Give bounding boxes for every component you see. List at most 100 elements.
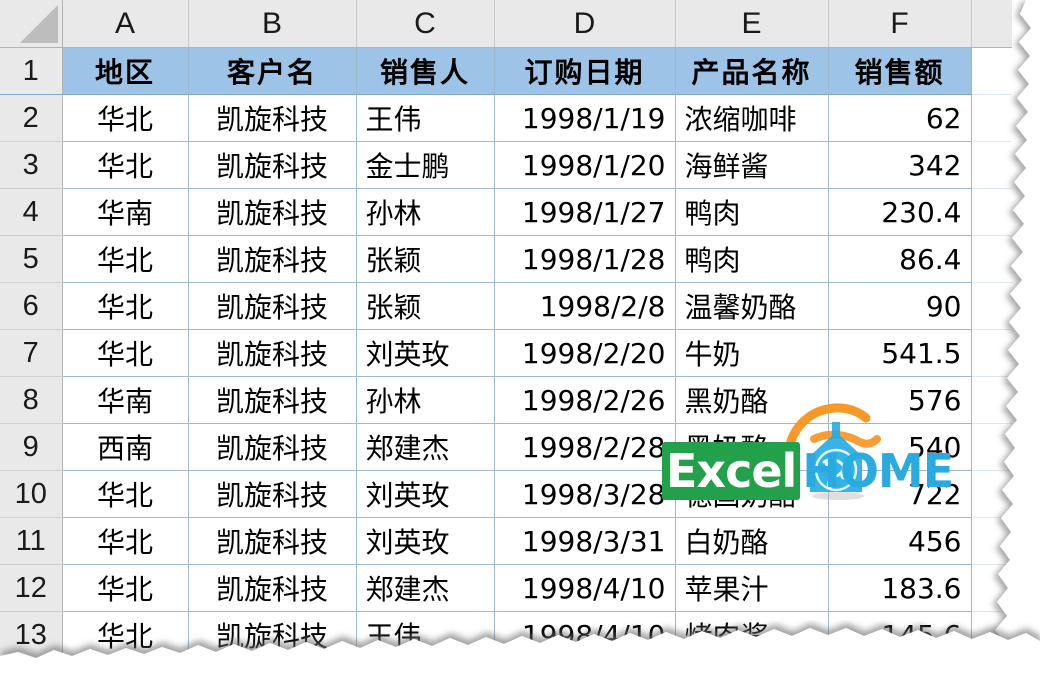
cell-order-date[interactable]: 1998/2/20 bbox=[494, 329, 676, 377]
table-header-row[interactable]: 1 地区 客户名 销售人 订购日期 产品名称 销售额 bbox=[0, 47, 1012, 95]
row-header-1[interactable]: 1 bbox=[0, 47, 63, 95]
cell-region[interactable]: 华北 bbox=[62, 141, 189, 189]
cell-sales[interactable]: 90 bbox=[828, 282, 972, 330]
cell-order-date[interactable]: 1998/1/28 bbox=[494, 235, 676, 283]
cell-salesperson[interactable]: 孙林 bbox=[356, 188, 495, 236]
cell-g-partial[interactable] bbox=[971, 94, 1012, 142]
cell-salesperson[interactable]: 郑建杰 bbox=[356, 423, 495, 471]
cell-region[interactable]: 西南 bbox=[62, 423, 189, 471]
cell-region[interactable]: 华北 bbox=[62, 235, 189, 283]
cell-order-date[interactable]: 1998/3/31 bbox=[494, 517, 676, 565]
cell-salesperson[interactable]: 张颖 bbox=[356, 282, 495, 330]
cell-customer[interactable]: 凯旋科技 bbox=[188, 564, 357, 612]
row-header-2[interactable]: 2 bbox=[0, 94, 63, 142]
cell-sales[interactable]: 722 bbox=[828, 470, 972, 518]
cell-sales[interactable]: 145.6 bbox=[828, 611, 972, 659]
cell-sales[interactable]: 86.4 bbox=[828, 235, 972, 283]
cell-g-partial[interactable] bbox=[971, 282, 1012, 330]
cell-order-date[interactable]: 1998/2/26 bbox=[494, 376, 676, 424]
cell-region[interactable]: 华北 bbox=[62, 611, 189, 659]
table-row[interactable]: 10 华北 凯旋科技 刘英玫 1998/3/28 德国奶酪 722 bbox=[0, 470, 1012, 518]
row-header-8[interactable]: 8 bbox=[0, 376, 63, 424]
cell-product[interactable]: 黑奶酪 bbox=[675, 376, 829, 424]
cell-salesperson[interactable]: 孙林 bbox=[356, 376, 495, 424]
row-header-7[interactable]: 7 bbox=[0, 329, 63, 377]
cell-g-partial[interactable] bbox=[971, 564, 1012, 612]
cell-product[interactable]: 鸭肉 bbox=[675, 235, 829, 283]
cell-product[interactable]: 黑奶酪 bbox=[675, 423, 829, 471]
row-header-4[interactable]: 4 bbox=[0, 188, 63, 236]
cell-sales[interactable]: 540 bbox=[828, 423, 972, 471]
cell-order-date[interactable]: 1998/3/28 bbox=[494, 470, 676, 518]
row-header-3[interactable]: 3 bbox=[0, 141, 63, 189]
table-row[interactable]: 11 华北 凯旋科技 刘英玫 1998/3/31 白奶酪 456 bbox=[0, 517, 1012, 565]
row-header-6[interactable]: 6 bbox=[0, 282, 63, 330]
cell-region[interactable]: 华北 bbox=[62, 329, 189, 377]
cell-g-partial[interactable] bbox=[971, 611, 1012, 659]
cell-order-date[interactable]: 1998/1/20 bbox=[494, 141, 676, 189]
table-row[interactable]: 7 华北 凯旋科技 刘英玫 1998/2/20 牛奶 541.5 bbox=[0, 329, 1012, 377]
table-row[interactable]: 3 华北 凯旋科技 金士鹏 1998/1/20 海鲜酱 342 bbox=[0, 141, 1012, 189]
cell-order-date[interactable]: 1998/1/27 bbox=[494, 188, 676, 236]
header-cell-g-partial[interactable] bbox=[971, 47, 1012, 95]
cell-region[interactable]: 华南 bbox=[62, 376, 189, 424]
cell-customer[interactable]: 凯旋科技 bbox=[188, 141, 357, 189]
cell-g-partial[interactable] bbox=[971, 188, 1012, 236]
cell-salesperson[interactable]: 刘英玫 bbox=[356, 470, 495, 518]
cell-g-partial[interactable] bbox=[971, 423, 1012, 471]
header-cell-order-date[interactable]: 订购日期 bbox=[494, 47, 676, 95]
cell-region[interactable]: 华北 bbox=[62, 94, 189, 142]
row-header-5[interactable]: 5 bbox=[0, 235, 63, 283]
table-row[interactable]: 5 华北 凯旋科技 张颖 1998/1/28 鸭肉 86.4 bbox=[0, 235, 1012, 283]
cell-product[interactable]: 烤肉酱 bbox=[675, 611, 829, 659]
cell-region[interactable]: 华北 bbox=[62, 470, 189, 518]
cell-sales[interactable]: 230.4 bbox=[828, 188, 972, 236]
cell-sales[interactable]: 456 bbox=[828, 517, 972, 565]
table-row[interactable]: 6 华北 凯旋科技 张颖 1998/2/8 温馨奶酪 90 bbox=[0, 282, 1012, 330]
cell-product[interactable]: 鸭肉 bbox=[675, 188, 829, 236]
table-row[interactable]: 4 华南 凯旋科技 孙林 1998/1/27 鸭肉 230.4 bbox=[0, 188, 1012, 236]
column-header-g-partial[interactable] bbox=[971, 0, 1012, 48]
cell-customer[interactable]: 凯旋科技 bbox=[188, 188, 357, 236]
header-cell-region[interactable]: 地区 bbox=[62, 47, 189, 95]
row-header-9[interactable]: 9 bbox=[0, 423, 63, 471]
cell-product[interactable]: 德国奶酪 bbox=[675, 470, 829, 518]
header-cell-sales[interactable]: 销售额 bbox=[828, 47, 972, 95]
cell-salesperson[interactable]: 金士鹏 bbox=[356, 141, 495, 189]
cell-g-partial[interactable] bbox=[971, 235, 1012, 283]
cell-region[interactable]: 华北 bbox=[62, 564, 189, 612]
cell-customer[interactable]: 凯旋科技 bbox=[188, 376, 357, 424]
cell-salesperson[interactable]: 王伟 bbox=[356, 611, 495, 659]
cell-region[interactable]: 华北 bbox=[62, 517, 189, 565]
cell-product[interactable]: 苹果汁 bbox=[675, 564, 829, 612]
cell-region[interactable]: 华南 bbox=[62, 188, 189, 236]
cell-customer[interactable]: 凯旋科技 bbox=[188, 94, 357, 142]
cell-sales[interactable]: 541.5 bbox=[828, 329, 972, 377]
cell-salesperson[interactable]: 刘英玫 bbox=[356, 329, 495, 377]
cell-order-date[interactable]: 1998/2/28 bbox=[494, 423, 676, 471]
row-header-10[interactable]: 10 bbox=[0, 470, 63, 518]
select-all-corner-button[interactable] bbox=[0, 0, 63, 48]
column-header-a[interactable]: A bbox=[62, 0, 189, 48]
header-cell-salesperson[interactable]: 销售人 bbox=[356, 47, 495, 95]
cell-product[interactable]: 白奶酪 bbox=[675, 517, 829, 565]
cell-salesperson[interactable]: 王伟 bbox=[356, 94, 495, 142]
cell-g-partial[interactable] bbox=[971, 376, 1012, 424]
cell-customer[interactable]: 凯旋科技 bbox=[188, 611, 357, 659]
cell-salesperson[interactable]: 郑建杰 bbox=[356, 564, 495, 612]
row-header-13[interactable]: 13 bbox=[0, 611, 63, 659]
header-cell-customer[interactable]: 客户名 bbox=[188, 47, 357, 95]
cell-product[interactable]: 浓缩咖啡 bbox=[675, 94, 829, 142]
table-row[interactable]: 13 华北 凯旋科技 王伟 1998/4/10 烤肉酱 145.6 bbox=[0, 611, 1012, 659]
cell-order-date[interactable]: 1998/4/10 bbox=[494, 611, 676, 659]
row-header-12[interactable]: 12 bbox=[0, 564, 63, 612]
header-cell-product[interactable]: 产品名称 bbox=[675, 47, 829, 95]
cell-sales[interactable]: 342 bbox=[828, 141, 972, 189]
cell-sales[interactable]: 183.6 bbox=[828, 564, 972, 612]
cell-region[interactable]: 华北 bbox=[62, 282, 189, 330]
cell-customer[interactable]: 凯旋科技 bbox=[188, 423, 357, 471]
cell-salesperson[interactable]: 刘英玫 bbox=[356, 517, 495, 565]
cell-customer[interactable]: 凯旋科技 bbox=[188, 517, 357, 565]
table-row[interactable]: 12 华北 凯旋科技 郑建杰 1998/4/10 苹果汁 183.6 bbox=[0, 564, 1012, 612]
table-row[interactable]: 9 西南 凯旋科技 郑建杰 1998/2/28 黑奶酪 540 bbox=[0, 423, 1012, 471]
